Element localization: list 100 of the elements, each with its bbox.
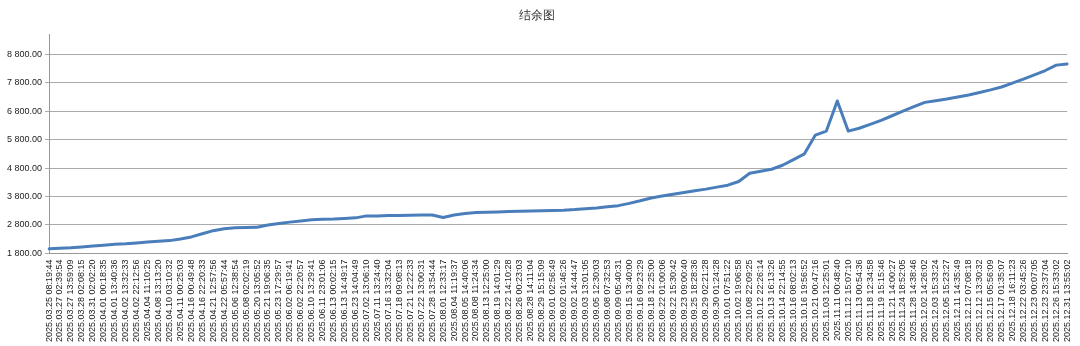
y-tick-label: 8 800.00 xyxy=(6,48,43,59)
x-tick-label: 2025.12.12 07:08:18 xyxy=(963,259,974,342)
x-tick-label: 2025.04.16 00:49:48 xyxy=(185,259,196,342)
x-tick-label: 2025.06.02 06:19:41 xyxy=(284,259,295,342)
x-tick-label: 2025.09.01 02:56:49 xyxy=(547,259,558,342)
x-tick-label: 2025.10.16 19:56:52 xyxy=(798,259,809,342)
x-tick-label: 2025.04.04 11:10:25 xyxy=(142,259,153,342)
y-tick-label: 3 800.00 xyxy=(6,191,43,202)
x-tick-label: 2025.12.12 13:30:32 xyxy=(974,259,985,342)
x-tick-label: 2025.12.03 15:33:24 xyxy=(930,259,941,342)
x-tick-label: 2025.07.22 13:00:31 xyxy=(415,259,426,342)
y-tick-label: 6 800.00 xyxy=(6,105,43,116)
x-tick-label: 2025.09.18 12:25:00 xyxy=(645,259,656,342)
x-tick-label: 2025.04.01 00:18:35 xyxy=(98,259,109,342)
x-tick-label: 2025.10.13 16:13:26 xyxy=(766,259,777,342)
x-tick-label: 2025.09.09 05:40:31 xyxy=(612,259,623,342)
x-tick-label: 2025.06.10 13:29:41 xyxy=(306,259,317,342)
x-tick-label: 2025.09.02 01:46:26 xyxy=(558,259,569,342)
x-tick-label: 2025.07.16 13:32:04 xyxy=(382,259,393,342)
x-tick-label: 2025.11.03 12:25:01 xyxy=(820,259,831,342)
x-tick-label: 2025.07.02 13:06:10 xyxy=(361,259,372,342)
x-tick-label: 2025.08.19 14:01:29 xyxy=(492,259,503,342)
x-tick-label: 2025.06.02 22:20:57 xyxy=(295,259,306,342)
x-tick-label: 2025.11.21 14:00:27 xyxy=(886,259,897,342)
x-tick-label: 2025.10.02 19:06:58 xyxy=(733,259,744,342)
x-tick-label: 2025.09.29 02:21:28 xyxy=(700,259,711,342)
x-tick-label: 2025.03.25 08:19:44 xyxy=(43,259,54,342)
x-tick-label: 2025.08.13 12:25:00 xyxy=(481,259,492,342)
x-tick-label: 2025.06.11 23:01:06 xyxy=(317,259,328,342)
x-tick-label: 2025.11.12 15:07:10 xyxy=(842,259,853,342)
x-tick-label: 2025.12.15 05:56:09 xyxy=(985,259,996,342)
x-tick-label: 2025.03.27 02:39:54 xyxy=(54,259,65,342)
x-tick-label: 2025.12.31 13:55:02 xyxy=(1061,259,1072,342)
x-tick-label: 2025.09.22 01:00:06 xyxy=(656,259,667,342)
x-tick-label: 2025.07.11 13:24:40 xyxy=(371,259,382,342)
x-tick-label: 2025.03.27 13:59:09 xyxy=(65,259,76,342)
x-tick-label: 2025.09.02 14:44:47 xyxy=(569,259,580,342)
x-tick-label: 2025.09.25 18:28:36 xyxy=(689,259,700,342)
x-tick-label: 2025.06.13 14:49:17 xyxy=(339,259,350,342)
x-tick-label: 2025.11.11 00:48:40 xyxy=(831,259,842,341)
y-tick-label: 7 800.00 xyxy=(6,77,43,88)
y-tick-label: 1 800.00 xyxy=(6,247,43,258)
x-tick-label: 2025.07.18 09:08:13 xyxy=(393,259,404,342)
x-tick-label: 2025.04.08 13:13:20 xyxy=(153,259,163,342)
x-tick-label: 2025.12.18 16:11:23 xyxy=(1006,259,1017,342)
x-tick-label: 2025.11.13 00:54:36 xyxy=(853,259,864,342)
x-tick-label: 2025.11.19 15:15:46 xyxy=(875,259,886,342)
x-tick-label: 2025.10.08 22:09:25 xyxy=(744,259,755,342)
x-tick-label: 2025.04.22 05:57:44 xyxy=(218,259,229,342)
x-tick-label: 2025.09.23 09:00:40 xyxy=(678,259,689,342)
x-tick-label: 2025.09.15 13:40:00 xyxy=(623,259,634,342)
x-tick-label: 2025.12.22 03:45:26 xyxy=(1017,259,1028,342)
x-tick-label: 2025.09.08 07:32:53 xyxy=(601,259,612,342)
x-tick-label: 2025.04.02 22:12:56 xyxy=(131,259,142,342)
x-tick-label: 2025.03.28 02:08:15 xyxy=(76,259,87,342)
x-tick-label: 2025.05.06 12:38:54 xyxy=(229,259,240,342)
x-tick-label: 2025.10.01 07:51:22 xyxy=(722,259,733,342)
x-tick-label: 2025.11.28 14:38:46 xyxy=(908,259,919,342)
x-tick-label: 2025.03.31 02:02:20 xyxy=(87,259,98,342)
y-tick-label: 4 800.00 xyxy=(6,162,43,173)
x-tick-label: 2025.09.30 01:24:28 xyxy=(711,259,722,342)
x-tick-label: 2025.06.23 14:04:49 xyxy=(350,259,361,342)
x-tick-label: 2025.08.04 11:19:37 xyxy=(448,259,459,342)
x-tick-label: 2025.05.21 19:06:35 xyxy=(262,259,273,342)
x-tick-label: 2025.10.12 22:26:14 xyxy=(755,259,766,342)
x-tick-label: 2025.08.29 15:15:09 xyxy=(536,259,547,342)
x-tick-label: 2025.07.28 13:54:44 xyxy=(426,259,437,342)
x-tick-label: 2025.04.11 00:25:03 xyxy=(174,259,185,342)
x-tick-label: 2025.11.18 12:34:58 xyxy=(864,259,875,342)
y-tick-label: 5 800.00 xyxy=(6,134,43,145)
x-tick-label: 2025.09.16 09:23:29 xyxy=(634,259,645,342)
x-tick-label: 2025.04.02 13:32:33 xyxy=(120,259,131,342)
x-tick-label: 2025.10.21 00:47:16 xyxy=(809,259,820,342)
x-tick-label: 2025.12.23 23:37:04 xyxy=(1039,259,1050,342)
x-tick-label: 2025.08.01 12:33:17 xyxy=(437,259,448,342)
x-tick-label: 2025.12.05 15:23:27 xyxy=(941,259,952,342)
x-tick-label: 2025.09.03 13:01:05 xyxy=(579,259,590,342)
x-tick-label: 2025.11.24 18:52:05 xyxy=(897,259,908,342)
y-tick-label: 2 800.00 xyxy=(6,219,43,230)
x-tick-label: 2025.09.22 15:30:42 xyxy=(667,259,678,342)
x-tick-label: 2025.10.16 08:02:13 xyxy=(787,259,798,342)
x-tick-label: 2025.08.05 14:40:06 xyxy=(459,259,470,342)
x-tick-label: 2025.10.14 22:14:55 xyxy=(777,259,788,342)
x-tick-label: 2025.08.28 14:11:04 xyxy=(525,259,536,342)
x-tick-label: 2025.12.26 15:33:02 xyxy=(1050,259,1061,342)
x-tick-label: 2025.04.01 13:40:36 xyxy=(109,259,120,342)
x-tick-label: 2025.07.21 12:22:33 xyxy=(404,259,415,342)
x-tick-label: 2025.09.05 12:30:03 xyxy=(590,259,601,342)
chart-title: 结余图 xyxy=(519,7,555,22)
x-tick-label: 2025.08.26 00:23:03 xyxy=(514,259,525,342)
x-tick-label: 2025.12.23 00:07:05 xyxy=(1028,259,1039,342)
x-tick-label: 2025.04.21 12:57:56 xyxy=(207,259,218,342)
x-tick-label: 2025.06.13 00:02:15 xyxy=(328,259,339,342)
x-tick-label: 2025.12.02 14:26:02 xyxy=(919,259,930,342)
x-tick-label: 2025.05.20 13:05:52 xyxy=(251,259,262,342)
x-tick-label: 2025.12.11 14:35:49 xyxy=(952,259,963,342)
x-tick-label: 2025.12.17 01:35:07 xyxy=(996,259,1006,342)
x-tick-label: 2025.04.10 03:10:32 xyxy=(163,259,174,342)
x-tick-label: 2025.08.08 11:24:34 xyxy=(470,259,481,342)
x-tick-label: 2025.05.23 17:29:57 xyxy=(273,259,284,342)
